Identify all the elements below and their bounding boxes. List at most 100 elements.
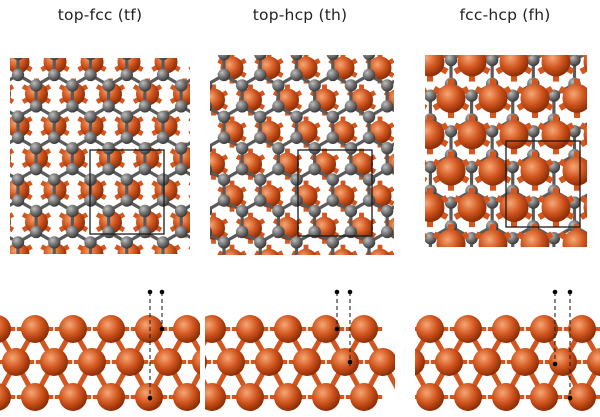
cu-atom — [0, 14, 13, 45]
unit-cells — [89, 140, 581, 237]
cu-atom — [478, 245, 505, 276]
c-atom — [175, 268, 187, 280]
cu-atom — [476, 6, 510, 45]
c-atom — [589, 232, 600, 244]
c-atom — [210, 164, 213, 174]
cu-side-atom — [269, 383, 307, 411]
c-atom — [122, 58, 132, 61]
c-atom — [174, 162, 188, 176]
cu-atom — [581, 261, 600, 300]
cu-atom — [171, 271, 198, 302]
c-atom — [66, 100, 79, 113]
c-atom — [163, 289, 175, 301]
registry-dot — [567, 289, 573, 295]
c-atom — [285, 285, 299, 299]
title-fh: fcc-hcp (fh) — [459, 6, 551, 24]
c-atom — [200, 289, 212, 301]
c-atom — [102, 37, 114, 49]
c-atom — [182, 173, 194, 185]
c-atom — [235, 204, 249, 218]
c-atom — [362, 68, 376, 82]
c-atom — [424, 42, 436, 54]
registry-dot — [347, 289, 353, 295]
c-atom — [272, 16, 284, 28]
c-atom — [48, 194, 61, 207]
c-atom — [235, 162, 249, 176]
c-atom — [217, 173, 231, 186]
c-atom — [589, 18, 600, 30]
c-atom — [399, 173, 411, 185]
cu-atom — [441, 245, 468, 276]
c-atom — [483, 285, 497, 299]
c-atom — [120, 110, 133, 124]
c-atom — [326, 236, 339, 249]
c-atom — [48, 6, 60, 18]
c-atom — [404, 54, 416, 66]
c-atom — [156, 131, 170, 144]
c-atom — [424, 303, 436, 315]
c-atom — [30, 268, 42, 280]
cu-atom — [432, 224, 470, 247]
c-atom — [404, 78, 416, 90]
c-atom — [344, 225, 358, 239]
c-atom — [443, 285, 457, 299]
cu-atom — [496, 20, 523, 51]
c-atom — [0, 226, 6, 238]
c-atom — [453, 268, 465, 280]
c-atom — [13, 58, 23, 61]
c-atom — [305, 285, 319, 299]
cu-side-atom — [231, 383, 269, 411]
c-atom — [404, 125, 416, 137]
cu-atom — [23, 14, 50, 45]
c-atom — [58, 285, 72, 299]
c-atom — [84, 131, 97, 144]
c-atom — [156, 194, 170, 207]
c-atom — [507, 303, 519, 315]
c-atom — [308, 37, 320, 49]
cu-atom — [539, 0, 573, 9]
c-atom — [463, 285, 477, 299]
registry-dot — [159, 289, 165, 295]
cu-atom — [200, 277, 227, 308]
c-atom — [399, 69, 411, 81]
c-atom — [399, 111, 411, 123]
c-atom — [66, 268, 78, 280]
c-atom — [589, 303, 600, 315]
cu-atom — [558, 78, 587, 118]
registry-dot — [334, 289, 340, 295]
cu-atom — [10, 84, 15, 104]
c-atom — [362, 131, 376, 144]
cu-atom — [495, 55, 533, 82]
c-atom — [284, 289, 296, 301]
cu-side-atom — [449, 383, 487, 411]
c-atom — [308, 225, 321, 239]
cu-atom — [237, 277, 264, 308]
cu-atom — [560, 6, 594, 45]
c-atom — [193, 257, 205, 269]
c-atom — [29, 142, 43, 155]
c-atom — [265, 285, 279, 299]
c-atom — [98, 285, 112, 299]
c-atom — [157, 299, 169, 311]
c-atom — [235, 79, 249, 92]
c-atom — [272, 100, 285, 113]
c-atom — [290, 257, 302, 269]
c-atom — [284, 37, 296, 49]
c-atom — [30, 16, 42, 28]
cu-side-atom — [16, 383, 54, 411]
cu-atom — [245, 271, 272, 302]
cu-atom — [455, 0, 489, 9]
c-atom — [139, 37, 151, 49]
c-atom — [344, 79, 358, 92]
c-atom — [290, 194, 303, 207]
c-atom — [465, 303, 477, 315]
c-atom — [490, 268, 502, 280]
c-atom — [48, 285, 62, 299]
c-atom — [272, 289, 284, 301]
unit-cell-box-0 — [89, 149, 165, 235]
c-atom — [229, 6, 241, 18]
c-atom — [399, 194, 411, 206]
cu-atom — [42, 0, 69, 13]
c-atom — [217, 194, 231, 207]
c-atom — [275, 285, 289, 299]
